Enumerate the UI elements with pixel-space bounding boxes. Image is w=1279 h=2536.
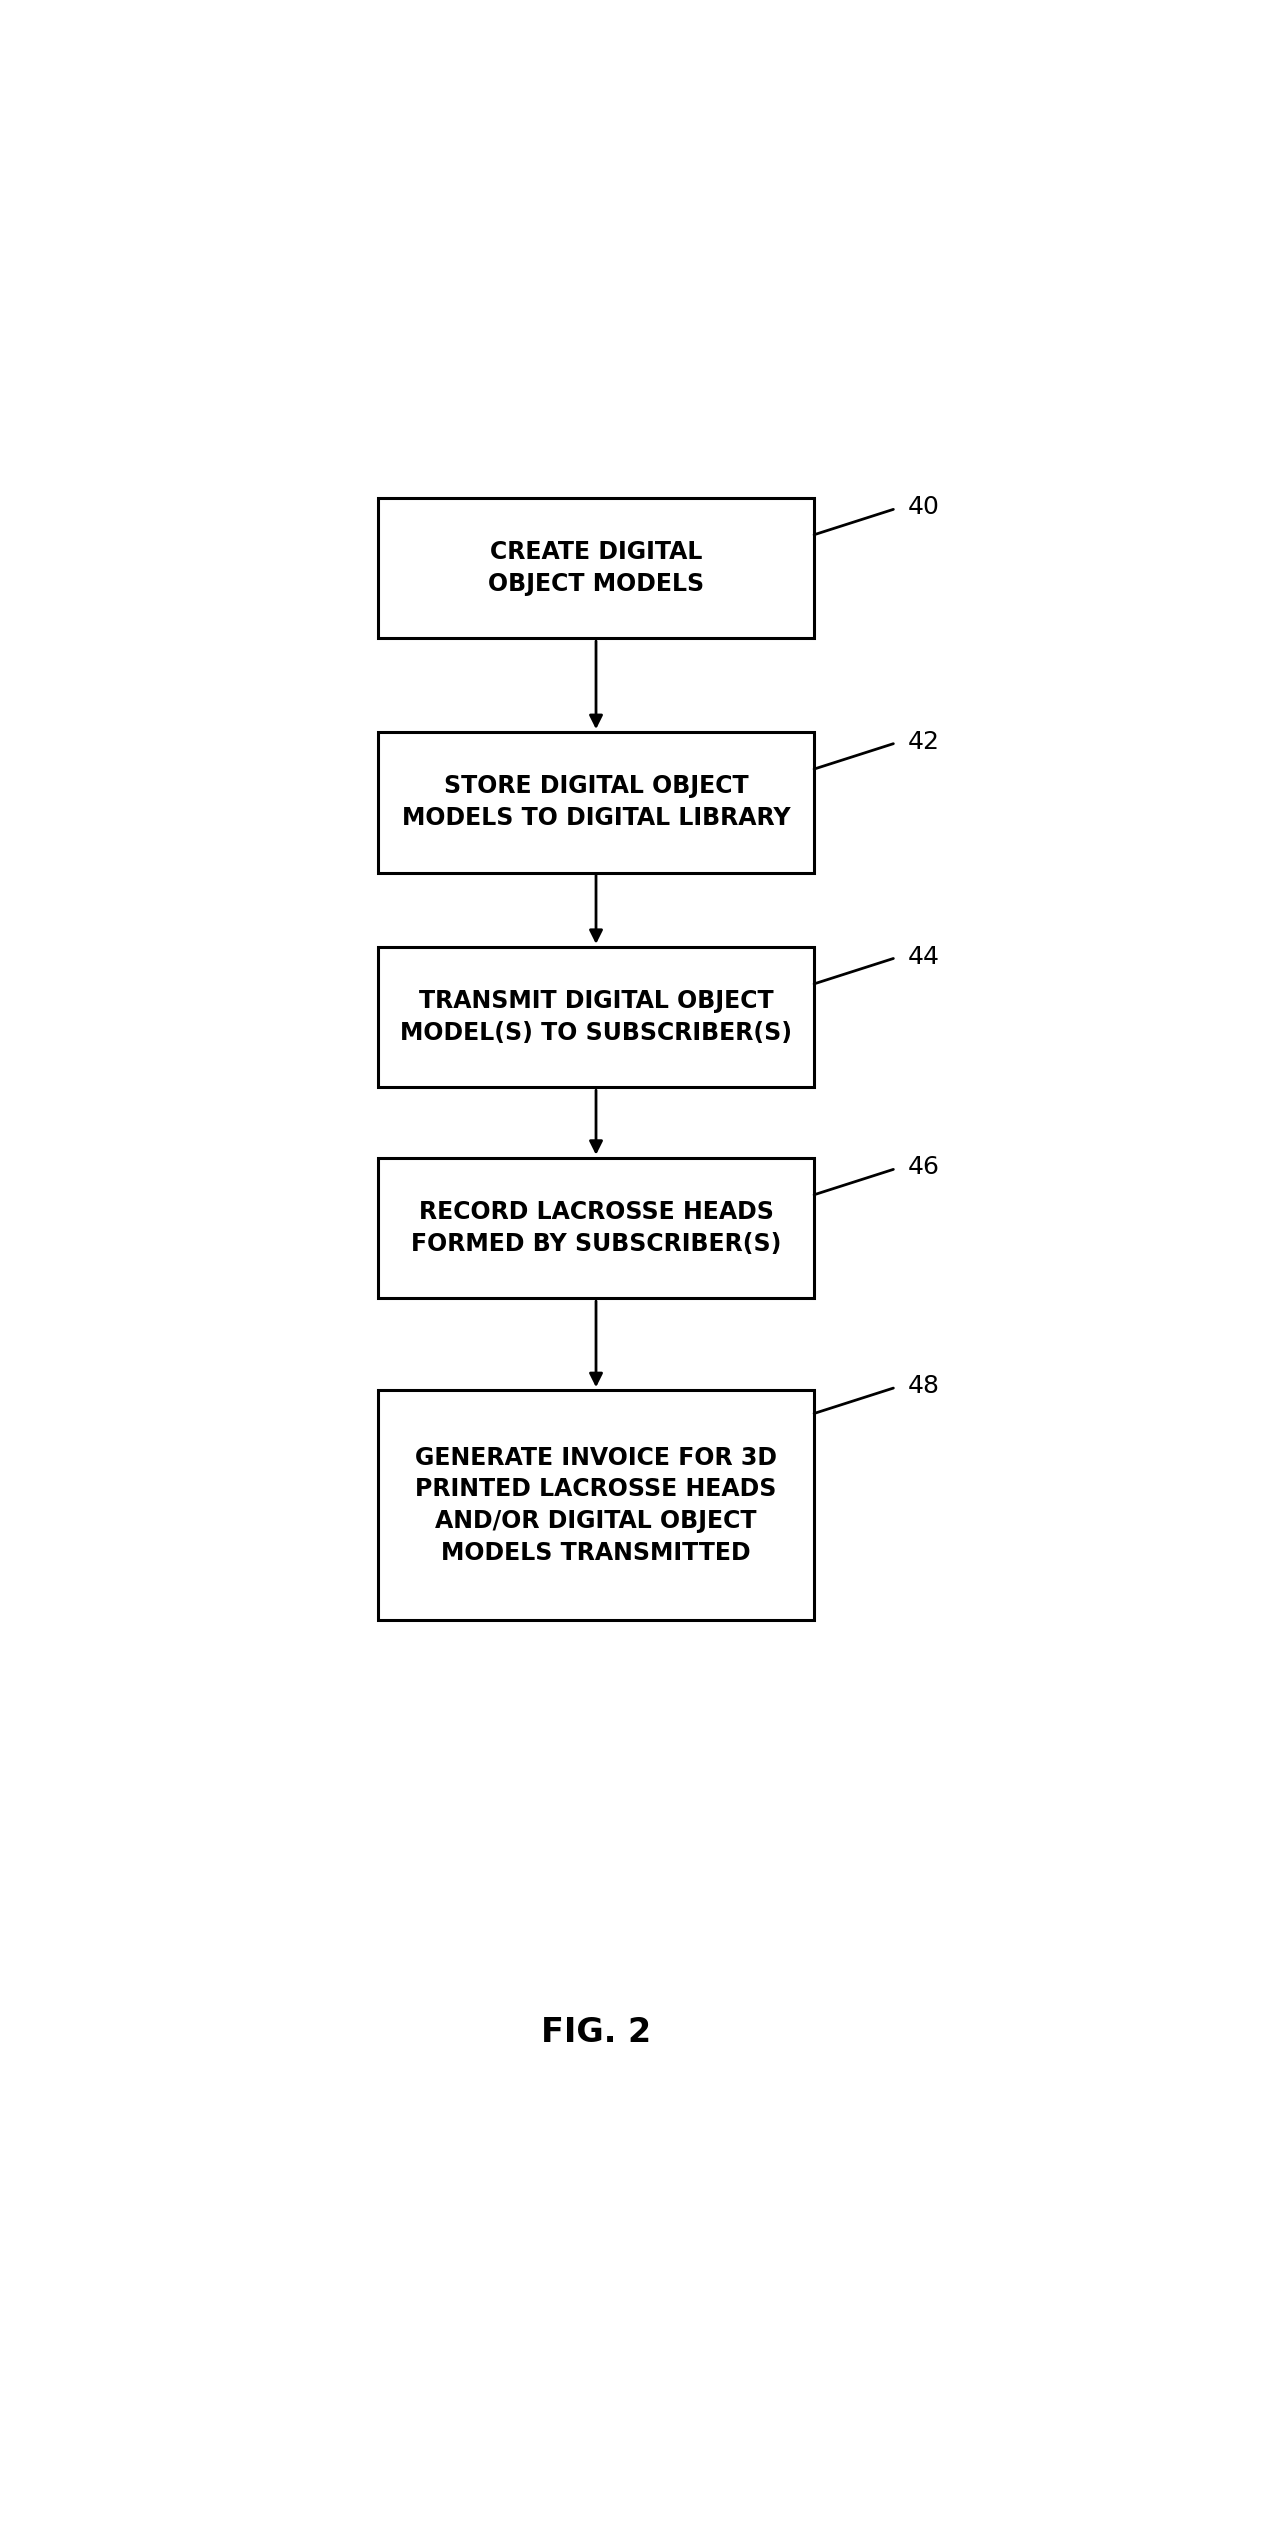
Text: 46: 46 [908, 1156, 940, 1179]
Text: RECORD LACROSSE HEADS
FORMED BY SUBSCRIBER(S): RECORD LACROSSE HEADS FORMED BY SUBSCRIB… [411, 1200, 781, 1255]
Text: TRANSMIT DIGITAL OBJECT
MODEL(S) TO SUBSCRIBER(S): TRANSMIT DIGITAL OBJECT MODEL(S) TO SUBS… [400, 989, 792, 1045]
Text: 48: 48 [908, 1375, 940, 1397]
Text: CREATE DIGITAL
OBJECT MODELS: CREATE DIGITAL OBJECT MODELS [489, 540, 703, 596]
Text: 40: 40 [908, 495, 940, 520]
Text: STORE DIGITAL OBJECT
MODELS TO DIGITAL LIBRARY: STORE DIGITAL OBJECT MODELS TO DIGITAL L… [402, 773, 790, 829]
Text: 44: 44 [908, 943, 940, 969]
Bar [379, 497, 815, 639]
Text: FIG. 2: FIG. 2 [541, 2016, 651, 2049]
Text: 42: 42 [908, 730, 940, 753]
Bar [379, 1156, 815, 1298]
Bar [379, 733, 815, 872]
Text: GENERATE INVOICE FOR 3D
PRINTED LACROSSE HEADS
AND/OR DIGITAL OBJECT
MODELS TRAN: GENERATE INVOICE FOR 3D PRINTED LACROSSE… [414, 1446, 778, 1565]
Bar [379, 946, 815, 1088]
Bar [379, 1390, 815, 1621]
